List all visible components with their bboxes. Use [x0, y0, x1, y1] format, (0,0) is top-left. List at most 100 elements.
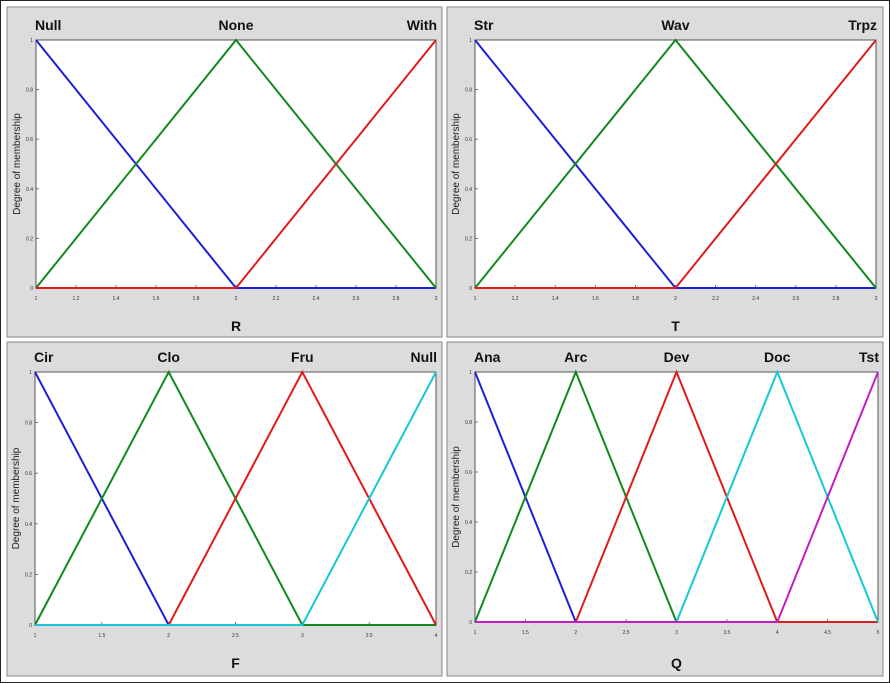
series-label-clo: Clo	[157, 349, 180, 365]
y-tick-label: 0.2	[25, 572, 32, 578]
x-tick-label: 1.4	[113, 296, 120, 302]
y-tick-label: 0.4	[25, 522, 32, 528]
x-tick-label: 3.5	[366, 633, 373, 639]
series-label-fru: Fru	[291, 349, 314, 365]
y-tick-label: 0	[30, 286, 33, 292]
series-line-trpz	[475, 39, 877, 289]
y-axis-label: Degree of membership	[12, 113, 23, 215]
chart-panel-top-left: 1 1.2 1.4 1.6 1.8 2 2.2 2.4 2.6 2.8 3 0 0.2 0.4 0.6 0.8…	[6, 6, 443, 338]
series-line-with	[36, 39, 437, 289]
x-tick-label: 1.6	[592, 296, 599, 302]
series-line-null	[35, 371, 437, 626]
plot-area	[35, 39, 437, 289]
series-label-tst: Tst	[859, 349, 879, 365]
x-tick-label: 2	[674, 296, 677, 302]
x-tick-label: 3	[301, 633, 304, 639]
x-tick-label: 1.4	[552, 296, 559, 302]
x-axis-label: F	[231, 655, 240, 671]
x-tick-label: 1.2	[512, 296, 519, 302]
chart-panel-bottom-left: 1 1.5 2 2.5 3 3.5 4 0 0.2 0.4 0.6 0.8 1 Degree of mem…	[6, 341, 443, 677]
y-tick-label: 0.8	[465, 420, 472, 426]
y-tick-label: 0.8	[26, 88, 33, 94]
y-tick-label: 0.8	[465, 88, 472, 94]
y-axis-label: Degree of membership	[451, 446, 462, 548]
x-tick-label: 1	[35, 296, 38, 302]
x-tick-label: 3	[435, 296, 438, 302]
y-tick-label: 0.6	[26, 137, 33, 143]
x-tick-label: 3	[875, 296, 878, 302]
chart-panel-bottom-right: 1 1.5 2 2.5 3 3.5 4 4.5 5 0 0.2 0.4 0.6 0.8 1 Degree of…	[446, 341, 884, 677]
y-tick-label: 0	[29, 623, 32, 629]
x-tick-label: 2.5	[232, 633, 239, 639]
series-label-ana: Ana	[474, 349, 501, 365]
series-label-arc: Arc	[564, 349, 588, 365]
x-axis-label: T	[671, 318, 680, 334]
x-tick-label: 2.4	[752, 296, 759, 302]
x-tick-label: 1	[34, 633, 37, 639]
y-axis-label: Degree of membership	[451, 113, 462, 215]
x-tick-label: 2	[235, 296, 238, 302]
x-tick-label: 2	[167, 633, 170, 639]
x-tick-label: 2.2	[273, 296, 280, 302]
x-tick-label: 1.8	[193, 296, 200, 302]
series-label-with: With	[407, 17, 437, 33]
x-tick-label: 1.5	[522, 630, 529, 636]
y-tick-label: 0.2	[465, 570, 472, 576]
x-tick-label: 4.5	[824, 630, 831, 636]
x-tick-label: 2.8	[832, 296, 839, 302]
series-label-wav: Wav	[661, 17, 689, 33]
y-tick-label: 0.4	[465, 520, 472, 526]
x-tick-label: 1.5	[98, 633, 105, 639]
x-tick-label: 4	[776, 630, 779, 636]
x-tick-label: 3.5	[723, 630, 730, 636]
series-label-null: Null	[35, 17, 61, 33]
series-label-doc: Doc	[764, 349, 791, 365]
x-tick-label: 2.8	[393, 296, 400, 302]
x-axis-label: R	[231, 318, 241, 334]
y-tick-label: 0.2	[26, 236, 33, 242]
x-axis-label: Q	[671, 655, 682, 671]
chart-panel-top-right: 1 1.2 1.4 1.6 1.8 2 2.2 2.4 2.6 2.8 3 0 0.2 0.4 0.6 0.8…	[446, 6, 884, 338]
plot-area	[474, 371, 879, 623]
x-tick-label: 5	[877, 630, 880, 636]
series-label-none: None	[219, 17, 254, 33]
series-label-str: Str	[474, 17, 494, 33]
y-tick-label: 0.6	[465, 470, 472, 476]
series-label-cir: Cir	[34, 349, 54, 365]
y-tick-label: 1	[29, 370, 32, 376]
x-tick-label: 2.4	[313, 296, 320, 302]
series-line-tst	[475, 371, 879, 623]
x-tick-label: 4	[435, 633, 438, 639]
x-tick-label: 1.2	[73, 296, 80, 302]
y-tick-label: 0.6	[25, 471, 32, 477]
x-tick-label: 2.6	[353, 296, 360, 302]
y-tick-label: 1	[30, 38, 33, 44]
y-tick-label: 0.8	[25, 421, 32, 427]
y-tick-label: 1	[469, 38, 472, 44]
x-tick-label: 1.8	[632, 296, 639, 302]
y-axis-label: Degree of membership	[11, 447, 22, 549]
x-tick-label: 2.2	[712, 296, 719, 302]
x-tick-label: 2.5	[623, 630, 630, 636]
y-tick-label: 1	[469, 370, 472, 376]
series-label-null: Null	[411, 349, 437, 365]
x-tick-label: 1.6	[153, 296, 160, 302]
series-line-wav	[474, 38, 877, 289]
y-tick-label: 0.6	[465, 137, 472, 143]
y-tick-label: 0.4	[26, 187, 33, 193]
series-line-none	[35, 38, 437, 289]
charts-group: 1 1.2 1.4 1.6 1.8 2 2.2 2.4 2.6 2.8 3 0 0.2 0.4 0.6 0.8…	[6, 6, 884, 677]
y-tick-label: 0.2	[465, 236, 472, 242]
y-tick-label: 0	[469, 286, 472, 292]
y-tick-label: 0	[469, 620, 472, 626]
plot-area	[474, 39, 877, 289]
x-tick-label: 1	[474, 630, 477, 636]
x-tick-label: 2.6	[792, 296, 799, 302]
x-tick-label: 3	[675, 630, 678, 636]
series-label-trpz: Trpz	[848, 17, 877, 33]
x-tick-label: 2	[574, 630, 577, 636]
y-tick-label: 0.4	[465, 187, 472, 193]
series-label-dev: Dev	[664, 349, 690, 365]
x-tick-label: 1	[474, 296, 477, 302]
